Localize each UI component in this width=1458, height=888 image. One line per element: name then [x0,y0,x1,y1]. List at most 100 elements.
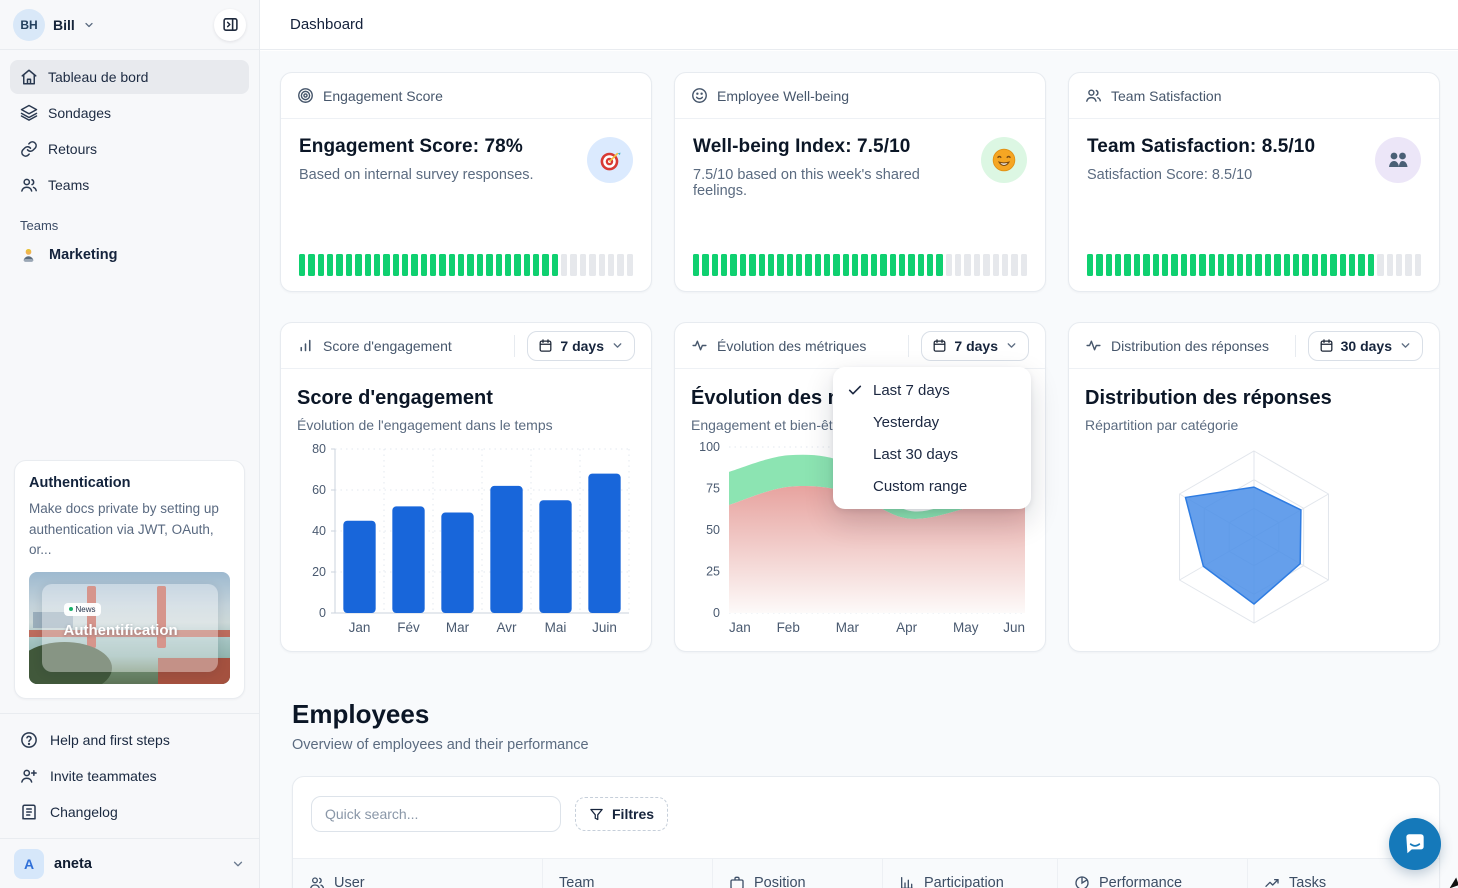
card-header: Évolution des métriques 7 days [675,323,1045,369]
menu-item-last-30-days[interactable]: Last 30 days [833,438,1031,470]
employees-table-header: User Team Position Participation Perform… [293,858,1439,888]
skyline-shape [33,612,73,628]
engagement-bar-chart: 0 20 40 60 80 Jan Fév Mar Avr Mai Juin [312,442,630,635]
progress-segment [833,254,840,276]
sidebar-item-changelog[interactable]: Changelog [10,794,249,830]
promo-card-authentication[interactable]: Authentication Make docs private by sett… [14,460,245,699]
pie-chart-icon [1075,875,1089,888]
card-body: Well-being Index: 7.5/10 7.5/10 based on… [675,119,1045,292]
svg-text:50: 50 [706,523,720,537]
changelog-icon [22,804,36,820]
progress-segment [467,254,474,276]
card-header-label: Évolution des métriques [717,337,867,354]
sidebar-item-sondages[interactable]: Sondages [10,96,249,130]
progress-segment [542,254,549,276]
menu-item-custom-range[interactable]: Custom range [833,470,1031,502]
sidebar-item-invite[interactable]: Invite teammates [10,758,249,794]
account-name: aneta [54,855,92,872]
progress-segment [476,254,484,276]
svg-text:80: 80 [312,442,326,456]
column-header-performance[interactable]: Performance [1058,859,1248,888]
stat-icon-bubble [587,137,633,183]
progress-segment [758,254,765,276]
filters-button[interactable]: Filtres [575,797,669,831]
progress-segment [693,254,700,276]
progress-segment [392,254,399,276]
card-header-actions: 30 days [1294,330,1423,361]
bar-chart-icon [300,339,311,352]
svg-text:25: 25 [706,565,720,579]
card-header-actions: 7 days [908,330,1029,361]
progress-segment [579,254,587,276]
user-plus-icon [21,769,37,783]
account-switcher[interactable]: A aneta [0,838,259,888]
promo-title: Authentication [29,475,131,492]
panel-collapse-icon [222,18,238,31]
sidebar-item-teams[interactable]: Teams [10,168,249,202]
employees-section: Employees Overview of employees and thei… [292,699,1440,888]
progress-segment [786,254,793,276]
column-header-tasks[interactable]: Tasks [1248,859,1439,888]
column-header-user[interactable]: User [293,859,543,888]
progress-segment [1311,254,1318,276]
sidebar-item-tableau-de-bord[interactable]: Tableau de bord [10,60,249,94]
range-selector-button[interactable]: 7 days [921,330,1029,361]
progress-segment [383,254,390,276]
progress-segment [1227,254,1234,276]
progress-segment [607,254,615,276]
promo-image[interactable]: News Authentification [29,572,230,684]
progress-segment [1377,254,1384,276]
promo-description: Make docs private by setting up authenti… [29,501,219,557]
range-selector-button[interactable]: 7 days [527,330,635,361]
progress-segment [551,254,559,276]
card-header-label: Employee Well-being [717,87,850,104]
card-header-actions: 7 days [514,330,635,361]
sidebar-spacer [0,271,259,460]
progress-segment [439,254,446,276]
progress-segment [777,254,784,276]
column-header-participation[interactable]: Participation [883,859,1058,888]
sidebar-collapse-button[interactable] [214,8,246,41]
people-icon [1389,152,1408,167]
menu-item-yesterday[interactable]: Yesterday [833,406,1031,438]
column-header-team[interactable]: Team [543,859,713,888]
progress-segment [711,254,719,276]
progress-segment [870,254,878,276]
smile-icon [692,88,707,103]
employees-toolbar: Filtres [293,777,1439,858]
sidebar-item-marketing[interactable]: Marketing [10,239,249,271]
page-title: Dashboard [290,16,364,33]
users-icon [1086,89,1102,102]
workspace-name[interactable]: Bill [53,16,75,33]
svg-text:60: 60 [312,483,326,497]
nav-label: Retours [48,141,98,157]
sidebar-item-help[interactable]: Help and first steps [10,722,249,758]
progress-segment [532,254,540,276]
users-icon [21,178,37,192]
progress-segment [1218,254,1225,276]
chat-launcher-button[interactable] [1389,818,1441,870]
range-selector-button[interactable]: 30 days [1307,330,1423,361]
progress-segment [299,254,306,276]
progress-segment [1171,254,1178,276]
sidebar-item-retours[interactable]: Retours [10,132,249,166]
search-input[interactable] [311,796,561,832]
card-evolution-metriques: Évolution des métriques 7 days Évolution… [674,322,1046,652]
divider [908,334,910,357]
stat-subtitle: 7.5/10 based on this week's shared feeli… [693,167,920,199]
range-value: 7 days [560,337,604,354]
workspace-avatar: BH [13,8,45,41]
menu-item-last-7-days[interactable]: Last 7 days [833,374,1031,406]
check-spacer [847,446,863,462]
chevron-down-icon[interactable] [83,19,95,31]
responses-radar-chart [1179,450,1329,624]
progress-segment [889,254,896,276]
progress-bar [693,254,1027,276]
card-header: Engagement Score [281,73,651,119]
team-label: Marketing [49,247,118,263]
progress-segment [852,254,859,276]
progress-segment [327,254,334,276]
column-header-position[interactable]: Position [713,859,883,888]
progress-segment [401,254,409,276]
progress-segment [1246,254,1253,276]
